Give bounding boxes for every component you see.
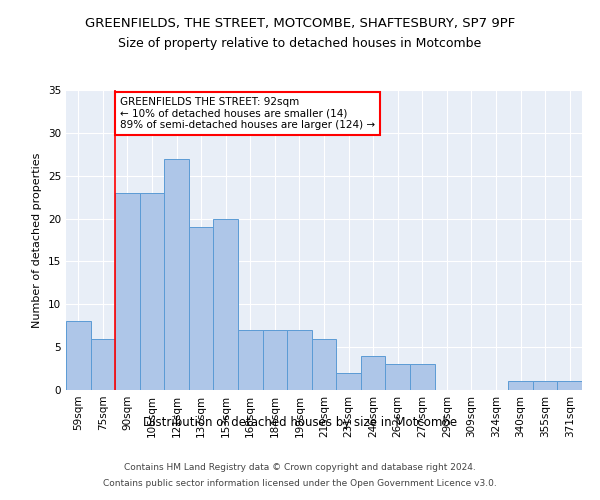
Bar — [189, 227, 214, 390]
Bar — [361, 356, 385, 390]
Bar — [533, 382, 557, 390]
Text: Contains public sector information licensed under the Open Government Licence v3: Contains public sector information licen… — [103, 478, 497, 488]
Bar — [336, 373, 361, 390]
Bar — [66, 322, 91, 390]
Text: Size of property relative to detached houses in Motcombe: Size of property relative to detached ho… — [118, 38, 482, 51]
Bar — [238, 330, 263, 390]
Text: Distribution of detached houses by size in Motcombe: Distribution of detached houses by size … — [143, 416, 457, 429]
Bar — [410, 364, 434, 390]
Bar — [287, 330, 312, 390]
Text: GREENFIELDS THE STREET: 92sqm
← 10% of detached houses are smaller (14)
89% of s: GREENFIELDS THE STREET: 92sqm ← 10% of d… — [120, 97, 375, 130]
Bar — [557, 382, 582, 390]
Bar — [214, 218, 238, 390]
Bar — [115, 193, 140, 390]
Text: Contains HM Land Registry data © Crown copyright and database right 2024.: Contains HM Land Registry data © Crown c… — [124, 464, 476, 472]
Bar — [91, 338, 115, 390]
Y-axis label: Number of detached properties: Number of detached properties — [32, 152, 43, 328]
Text: GREENFIELDS, THE STREET, MOTCOMBE, SHAFTESBURY, SP7 9PF: GREENFIELDS, THE STREET, MOTCOMBE, SHAFT… — [85, 18, 515, 30]
Bar — [164, 158, 189, 390]
Bar — [385, 364, 410, 390]
Bar — [312, 338, 336, 390]
Bar — [263, 330, 287, 390]
Bar — [140, 193, 164, 390]
Bar — [508, 382, 533, 390]
